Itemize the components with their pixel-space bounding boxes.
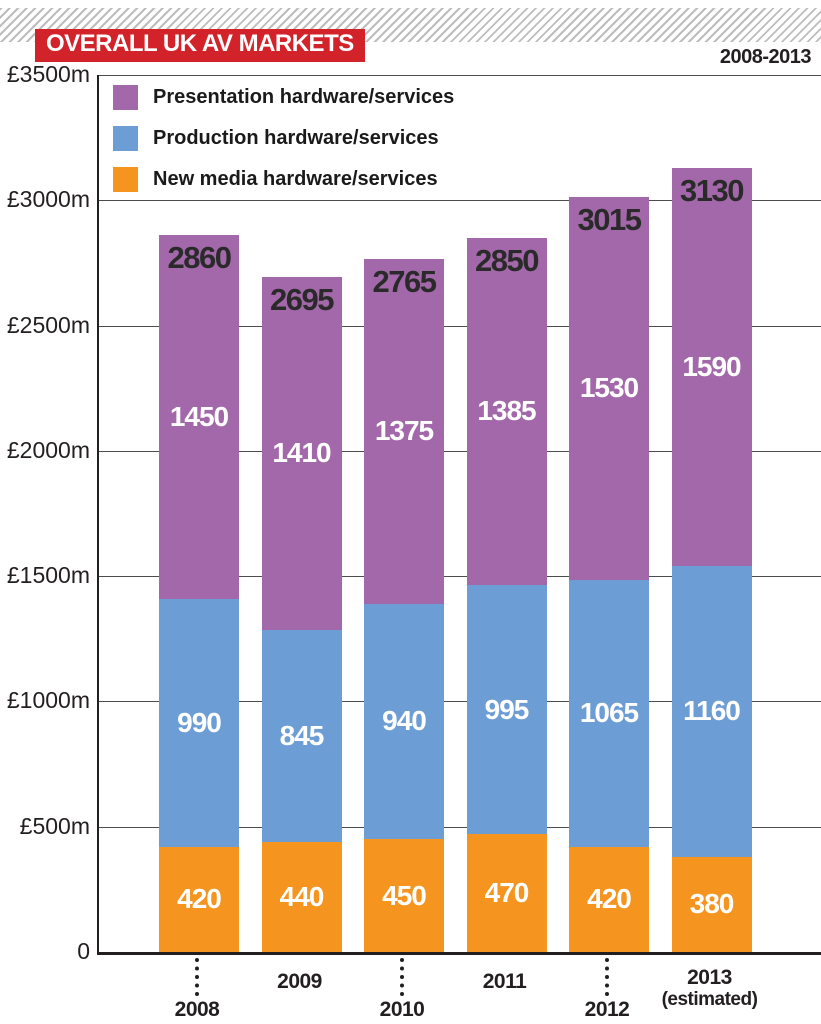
segment-value-label: 1530: [579, 372, 639, 404]
segment: 1385: [466, 237, 547, 585]
x-tick-label-2011: 2011: [482, 970, 527, 993]
segment-value-label: 1065: [579, 697, 639, 729]
segment: 420: [569, 846, 649, 952]
segment-value-label: 1160: [683, 695, 741, 727]
legend-label: New media hardware/services: [153, 167, 438, 190]
y-axis-labels: £3500m £3000m £2500m £2000m £1500m £1000m £500…: [0, 61, 90, 964]
segment: 1160: [671, 566, 752, 857]
segment-value-label: 1590: [682, 350, 741, 382]
chart-legend: Presentation hardware/services Productio…: [113, 84, 454, 207]
x-tick-label-2010: 2010: [379, 998, 425, 1021]
segment: 1410: [261, 276, 342, 631]
dotted-leader-line: [605, 958, 609, 996]
legend-item-new-media: New media hardware/services: [113, 166, 454, 192]
legend-swatch-new-media: [113, 166, 138, 192]
x-tick-label-2012: 2012: [584, 998, 630, 1021]
segment: 940: [364, 603, 444, 840]
bar-total-label: 2765: [372, 264, 437, 300]
legend-swatch-presentation: [113, 84, 138, 110]
segment-value-label: 470: [484, 877, 530, 909]
bar-total-label: 3130: [680, 172, 744, 208]
segment: 845: [261, 630, 342, 842]
segment-value-label: 1385: [477, 395, 536, 427]
segment-value-label: 995: [484, 693, 530, 725]
gridline: [99, 826, 821, 828]
bar-2008: 420 990 1450 2860: [159, 235, 239, 952]
segment: 450: [364, 839, 444, 952]
legend-item-production: Production hardware/services: [113, 125, 454, 151]
page-title: OVERALL UK AV MARKETS: [35, 29, 365, 62]
y-tick-label: £500m: [19, 812, 90, 839]
bar-2009: 440 845 1410 2695: [261, 276, 342, 952]
bar-2010: 450 940 1375 2765: [364, 259, 444, 952]
y-tick-label: 0: [77, 937, 90, 964]
segment: 1530: [569, 196, 649, 580]
bar-2011: 470 995 1385 2850: [466, 237, 547, 952]
bar-total-label: 2695: [270, 281, 334, 317]
gridline: [99, 325, 821, 327]
x-tick-label-2008: 2008: [174, 998, 220, 1021]
legend-item-presentation: Presentation hardware/services: [113, 84, 454, 110]
y-tick-label: £1000m: [6, 687, 90, 714]
segment: 380: [671, 856, 752, 952]
segment-value-label: 450: [382, 879, 427, 911]
legend-swatch-production: [113, 125, 138, 151]
segment-value-label: 1375: [374, 415, 434, 447]
segment: 440: [261, 841, 342, 952]
y-tick-label: £2500m: [6, 311, 90, 338]
segment: 470: [466, 834, 547, 952]
dotted-leader-line: [195, 958, 199, 996]
bar-2013: 380 1160 1590 3130: [671, 167, 752, 952]
legend-label: Production hardware/services: [153, 126, 439, 149]
segment: 1450: [159, 235, 239, 599]
x-axis-labels: 2008 2009 2010 2011 2012 2013 (estimated): [97, 955, 819, 1024]
bar-total-label: 3015: [577, 201, 642, 237]
segment: 995: [466, 584, 547, 835]
bar-total-label: 2860: [167, 240, 232, 276]
segment: 1065: [569, 579, 649, 847]
segment: 990: [159, 598, 239, 847]
segment: 420: [159, 846, 239, 952]
segment-value-label: 1410: [272, 437, 331, 469]
segment-value-label: 845: [279, 719, 325, 751]
gridline: [99, 200, 821, 202]
segment-value-label: 990: [177, 706, 222, 738]
segment: 1590: [671, 167, 752, 567]
segment-value-label: 1450: [169, 401, 229, 433]
segment-value-label: 440: [279, 880, 325, 912]
segment-value-label: 420: [587, 883, 632, 915]
segment-value-label: 380: [689, 888, 735, 920]
dotted-leader-line: [400, 958, 404, 996]
segment-value-label: 940: [382, 705, 427, 737]
gridline: [99, 450, 821, 452]
bar-2012: 420 1065 1530 3015: [569, 196, 649, 952]
y-tick-label: £1500m: [6, 562, 90, 589]
gridline: [99, 576, 821, 578]
gridline: [99, 701, 821, 703]
x-tick-label-2013: 2013 (estimated): [661, 966, 758, 1011]
y-tick-label: £3500m: [6, 60, 90, 87]
plot-area: Presentation hardware/services Productio…: [97, 75, 821, 955]
legend-label: Presentation hardware/services: [153, 85, 455, 108]
bar-total-label: 2850: [475, 242, 539, 278]
date-range-label: 2008-2013: [719, 46, 812, 68]
segment-value-label: 420: [177, 883, 222, 915]
x-tick-label-2009: 2009: [277, 970, 322, 993]
y-tick-label: £3000m: [6, 186, 90, 213]
segment: 1375: [364, 259, 444, 604]
gridline: [99, 75, 821, 76]
x-tick-sublabel: (estimated): [661, 989, 758, 1010]
y-tick-label: £2000m: [6, 436, 90, 463]
